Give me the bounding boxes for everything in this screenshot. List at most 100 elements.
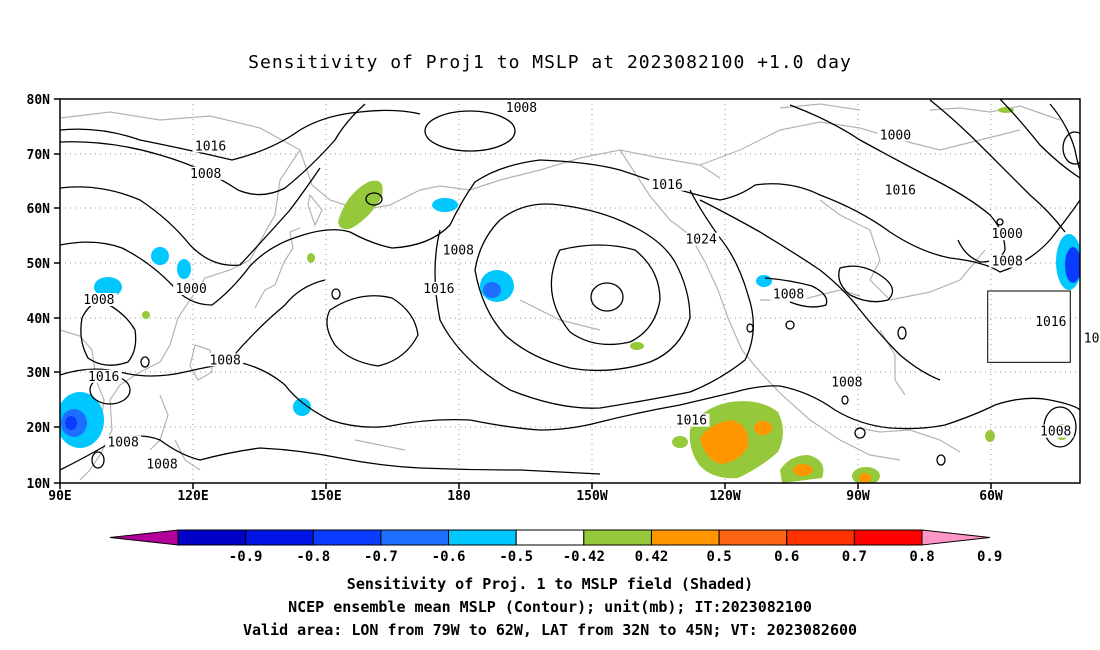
contour-label: 1008 <box>209 353 240 368</box>
valid-area-box <box>987 290 1071 363</box>
contour-label-bg <box>187 166 224 180</box>
contour-label: 1000 <box>175 282 206 297</box>
colorbar-label: -0.5 <box>499 549 533 565</box>
map-frame <box>59 98 1081 484</box>
lat-label: 50N <box>27 257 51 272</box>
contour-label: 1016 <box>885 183 916 198</box>
land-outlines <box>60 103 1061 481</box>
colorbar-label: -0.7 <box>364 549 398 565</box>
contour-label-bg <box>1081 331 1100 345</box>
map-panel: 1008 1000 1016 1008 1016 1016 1024 1000 1008 1008… <box>27 93 1100 504</box>
contour-label-bg <box>105 435 142 449</box>
contour-label-bg <box>828 375 865 389</box>
lat-label: 20N <box>27 421 51 436</box>
colorbar-min-triangle <box>109 529 179 546</box>
lat-label: 80N <box>27 93 51 108</box>
contour-label: 1016 <box>676 414 707 429</box>
contour-label: 1016 <box>423 282 454 297</box>
lat-label: 40N <box>27 312 51 327</box>
contour-label: 1024 <box>685 233 716 248</box>
contour-label-bg <box>882 183 919 197</box>
contour-label-bg <box>144 457 180 471</box>
colorbar-label: 0.5 <box>706 549 731 565</box>
colorbar-segment <box>177 529 247 546</box>
contour-label: 1008 <box>506 101 537 116</box>
colorbar-segment <box>245 529 314 546</box>
colorbar-segment <box>515 529 585 546</box>
contour-label: 1008 <box>107 436 138 451</box>
lon-label: 60W <box>979 489 1003 504</box>
colorbar: -0.9 -0.8 -0.7 -0.6 -0.5 -0.42 0.42 0.5 0.6 0.7 0.… <box>109 529 1002 565</box>
contour-label: 1000 <box>991 227 1022 242</box>
lon-label: 150E <box>310 489 341 504</box>
contour-label-bg <box>770 287 807 301</box>
contour-label: 1008 <box>146 458 177 473</box>
gridlines <box>60 99 1080 483</box>
colorbar-label: -0.6 <box>432 549 466 565</box>
contour-label: 1008 <box>190 167 221 182</box>
contour-label: 1008 <box>83 293 114 308</box>
lon-label: 90E <box>48 489 71 504</box>
colorbar-segment <box>650 529 720 546</box>
contour-label-bg <box>1037 424 1074 438</box>
contour-label-bg <box>989 254 1026 268</box>
lat-label: 10N <box>27 477 51 492</box>
contour-label-bg <box>989 227 1026 241</box>
colorbar-segment <box>583 529 652 546</box>
contour-label: 1000 <box>880 128 911 143</box>
contour-label: 1016 <box>1035 315 1066 330</box>
contour-labels: 1008 1000 1016 1008 1016 1016 1024 1000 1008 1008… <box>80 100 1100 473</box>
lon-label: 150W <box>576 489 607 504</box>
map-title: Sensitivity of Proj1 to MSLP at 20230821… <box>248 52 852 73</box>
longitude-labels: 90E 120E 150E 180 150W 120W 90W 60W <box>48 489 1003 504</box>
contour-label-bg <box>877 128 914 142</box>
lon-label: 90W <box>846 489 870 504</box>
colorbar-segment <box>312 529 382 546</box>
contour-label-bg <box>1032 314 1069 328</box>
contour-label-bg <box>420 282 457 295</box>
colorbar-label: 0.42 <box>635 549 669 565</box>
colorbar-max-triangle <box>921 529 991 546</box>
contour-label-bg <box>173 282 210 295</box>
colorbar-segment <box>380 529 450 546</box>
colorbar-label: 0.6 <box>774 549 799 565</box>
lat-label: 30N <box>27 366 51 381</box>
colorbar-segment <box>718 529 788 546</box>
colorbar-label: 0.8 <box>909 549 934 565</box>
caption-line-1: Sensitivity of Proj. 1 to MSLP field (Sh… <box>347 575 753 593</box>
colorbar-segment <box>853 529 923 546</box>
contour-label: 1008 <box>773 287 804 302</box>
colorbar-segment <box>448 529 517 546</box>
contour-label: 1008 <box>1040 425 1071 440</box>
colorbar-label: -0.9 <box>229 549 263 565</box>
contour-label-bg <box>673 413 710 427</box>
tick-marks <box>54 98 992 489</box>
contour-label-bg <box>683 232 720 246</box>
lon-label: 120E <box>177 489 208 504</box>
contour-label: 1008 <box>991 255 1022 270</box>
contour-label-bg <box>207 353 244 367</box>
colorbar-label: -0.8 <box>296 549 330 565</box>
contour-label-bg <box>440 243 477 257</box>
contour-label-bg <box>503 100 540 114</box>
contour-label-bg <box>80 292 117 306</box>
contour-label: 1008 <box>831 375 862 390</box>
caption-line-3: Valid area: LON from 79W to 62W, LAT fro… <box>243 621 857 639</box>
contour-label: 1016 <box>1084 331 1100 346</box>
contour-label: 1016 <box>195 139 226 154</box>
lat-label: 60N <box>27 202 51 217</box>
latitude-labels: 80N 70N 60N 50N 40N 30N 20N 10N <box>27 93 51 492</box>
colorbar-label: 0.9 <box>977 549 1002 565</box>
contour-label-bg <box>192 139 229 153</box>
contour-label-bg <box>85 369 122 383</box>
lon-label: 120W <box>709 489 740 504</box>
caption-line-2: NCEP ensemble mean MSLP (Contour); unit(… <box>288 598 812 616</box>
contour-label-bg <box>649 177 686 191</box>
contour-label: 1016 <box>651 178 682 193</box>
colorbar-label: 0.7 <box>842 549 867 565</box>
colorbar-segment <box>786 529 855 546</box>
colorbar-label: -0.42 <box>563 549 605 565</box>
lat-label: 70N <box>27 148 51 163</box>
contour-label: 1008 <box>443 244 474 259</box>
